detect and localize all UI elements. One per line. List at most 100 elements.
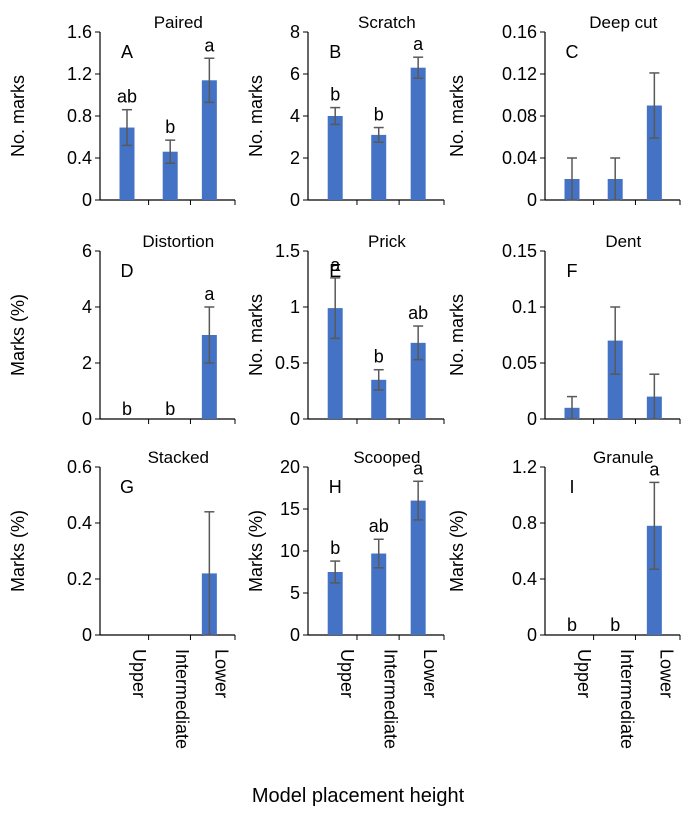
bar-lower xyxy=(410,500,426,635)
chart-title: Deep cut xyxy=(589,13,657,32)
panel-letter: C xyxy=(566,42,579,62)
panel-letter: H xyxy=(329,477,342,497)
significance-letter: b xyxy=(610,615,620,635)
y-tick-label: 0.15 xyxy=(502,241,537,261)
y-axis-label: No. marks xyxy=(246,294,266,376)
y-tick-label: 5 xyxy=(290,583,300,603)
y-tick-label: 0 xyxy=(290,409,300,429)
y-tick-label: 1.2 xyxy=(67,64,92,84)
y-tick-label: 2 xyxy=(82,353,92,373)
x-category-label: Upper xyxy=(574,649,594,698)
y-axis-label: No. marks xyxy=(447,294,467,376)
panel-letter: D xyxy=(121,261,134,281)
significance-letter: a xyxy=(413,34,424,54)
chart-title: Scooped xyxy=(353,448,420,467)
y-tick-label: 6 xyxy=(290,64,300,84)
significance-letter: b xyxy=(567,615,577,635)
x-category-label: Upper xyxy=(337,649,357,698)
significance-letter: b xyxy=(374,347,384,367)
y-tick-label: 8 xyxy=(290,22,300,42)
y-tick-label: 20 xyxy=(280,457,300,477)
y-axis-label: Marks (%) xyxy=(246,510,266,592)
x-category-label: Lower xyxy=(420,649,440,698)
bar-upper xyxy=(327,572,343,635)
bar-lower xyxy=(646,105,662,200)
y-tick-label: 0.4 xyxy=(67,513,92,533)
y-tick-label: 0.4 xyxy=(512,569,537,589)
significance-letter: b xyxy=(330,85,340,105)
significance-letter: a xyxy=(204,284,215,304)
y-tick-label: 0.05 xyxy=(502,353,537,373)
y-tick-label: 1.2 xyxy=(512,457,537,477)
y-tick-label: 0 xyxy=(527,625,537,645)
significance-letter: b xyxy=(165,117,175,137)
bar-intermediate xyxy=(371,134,387,200)
y-tick-label: 0.08 xyxy=(502,106,537,126)
y-tick-label: 0 xyxy=(290,190,300,210)
bar-lower xyxy=(646,525,662,635)
chart-title: Prick xyxy=(368,232,406,251)
bar-lower xyxy=(201,335,217,419)
chart-title: Scratch xyxy=(358,13,416,32)
significance-letter: ab xyxy=(369,516,389,536)
significance-letter: b xyxy=(165,399,175,419)
panel-letter: F xyxy=(567,261,578,281)
y-tick-label: 0 xyxy=(527,190,537,210)
x-category-label: Lower xyxy=(211,649,231,698)
y-tick-label: 15 xyxy=(280,499,300,519)
bar-lower xyxy=(201,80,217,200)
x-category-label: Lower xyxy=(656,649,676,698)
bar-intermediate xyxy=(607,340,623,419)
y-tick-label: 1.6 xyxy=(67,22,92,42)
y-tick-label: 4 xyxy=(290,106,300,126)
significance-letter: a xyxy=(413,458,424,478)
x-category-label: Upper xyxy=(129,649,149,698)
bar-upper xyxy=(327,308,343,419)
y-tick-label: 0 xyxy=(82,625,92,645)
panel-letter: A xyxy=(121,42,133,62)
y-tick-label: 0.12 xyxy=(502,64,537,84)
significance-letter: a xyxy=(204,35,215,55)
y-tick-label: 0.4 xyxy=(67,148,92,168)
significance-letter: a xyxy=(330,255,341,275)
y-tick-label: 0 xyxy=(82,190,92,210)
y-axis-label: Marks (%) xyxy=(447,510,467,592)
significance-letter: b xyxy=(122,399,132,419)
y-tick-label: 6 xyxy=(82,241,92,261)
y-axis-label: No. marks xyxy=(8,75,28,157)
x-category-label: Intermediate xyxy=(381,649,401,749)
bar-lower xyxy=(410,67,426,200)
panel-letter: I xyxy=(569,477,574,497)
y-tick-label: 1.5 xyxy=(275,241,300,261)
y-tick-label: 0.8 xyxy=(67,106,92,126)
y-tick-label: 0 xyxy=(82,409,92,429)
y-tick-label: 4 xyxy=(82,297,92,317)
panel-letter: E xyxy=(329,261,341,281)
bar-intermediate xyxy=(371,553,387,635)
x-category-label: Intermediate xyxy=(617,649,637,749)
chart-panel-distortion: 0 2 4 6 b b a Distortion D Marks (%) xyxy=(8,232,236,429)
chart-panel-dent: 0 0.05 0.1 0.15 Dent F No. marks xyxy=(447,232,681,429)
bar-upper xyxy=(327,116,343,200)
y-tick-label: 0.5 xyxy=(275,353,300,373)
y-tick-label: 0.16 xyxy=(502,22,537,42)
panel-letter: G xyxy=(120,477,134,497)
panel-letter: B xyxy=(329,42,341,62)
chart-panel-deepcut: 0 0.04 0.08 0.12 0.16 Deep cut C No. marks xyxy=(447,13,681,210)
significance-letter: ab xyxy=(408,303,428,323)
y-axis-label: Marks (%) xyxy=(8,294,28,376)
y-axis-label: No. marks xyxy=(246,75,266,157)
y-tick-label: 2 xyxy=(290,148,300,168)
y-tick-label: 0.8 xyxy=(512,513,537,533)
chart-panel-scratch: 0 2 4 6 8 b b a Scratch B No. marks xyxy=(246,13,445,210)
y-axis-label: Marks (%) xyxy=(8,510,28,592)
y-tick-label: 0.2 xyxy=(67,569,92,589)
y-tick-label: 10 xyxy=(280,541,300,561)
chart-title: Dent xyxy=(605,232,641,251)
